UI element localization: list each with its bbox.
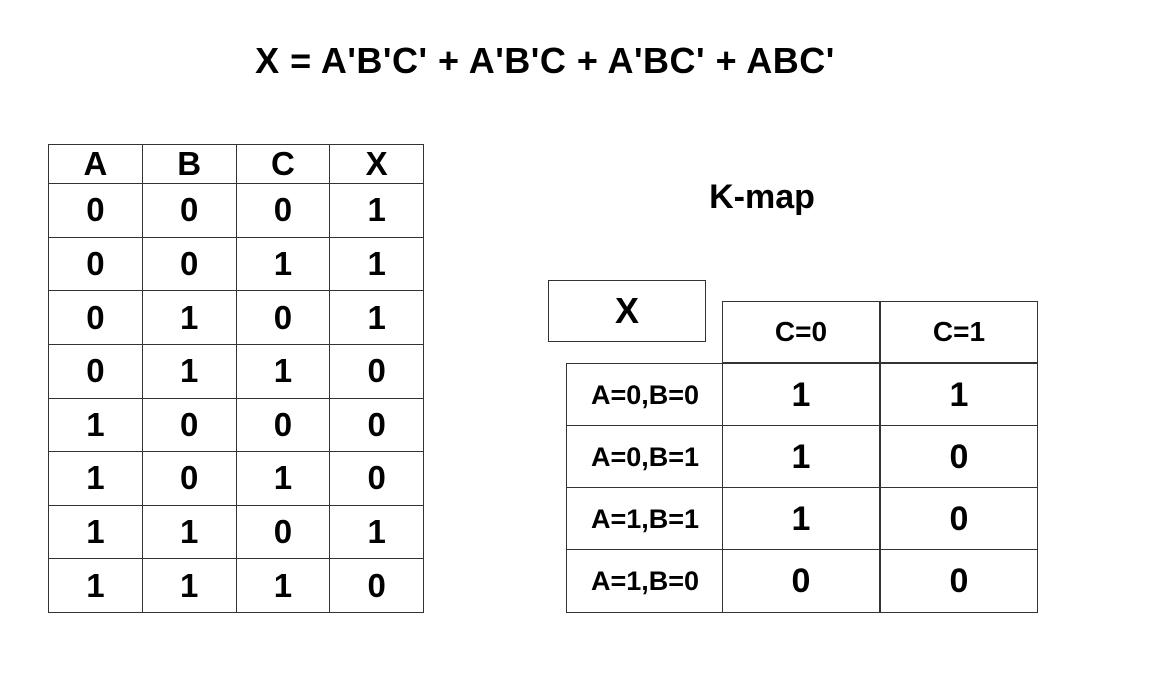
truth-table-row: 1 1 0 1 (48, 504, 424, 560)
truth-table-cell: 1 (235, 451, 331, 506)
kmap-cell: 1 (722, 425, 880, 489)
truth-table-header-a: A (48, 144, 143, 184)
truth-table-cell: 1 (141, 343, 237, 399)
truth-table-cell: 1 (329, 183, 424, 238)
truth-table-cell: 1 (141, 290, 237, 345)
kmap-cell: 0 (880, 549, 1038, 613)
truth-table-row: 0 1 1 0 (48, 343, 424, 399)
truth-table-cell: 1 (48, 397, 143, 453)
kmap-row-header: A=0,B=0 (566, 363, 724, 427)
truth-table-header-c: C (235, 144, 331, 184)
kmap-grid: C=0 C=1 A=0,B=0 1 1 A=0,B=1 1 0 A=1,B=1 … (566, 301, 1038, 613)
kmap-row-header: A=1,B=0 (566, 549, 724, 613)
truth-table-cell: 0 (235, 290, 331, 345)
truth-table-cell: 1 (329, 236, 424, 292)
truth-table-cell: 0 (141, 451, 237, 506)
truth-table-cell: 0 (235, 504, 331, 560)
kmap-col-header-c1: C=1 (880, 301, 1038, 363)
truth-table-row: 1 0 0 0 (48, 397, 424, 453)
truth-table-cell: 1 (235, 236, 331, 292)
truth-table-cell: 0 (235, 397, 331, 453)
truth-table-row: 1 1 1 0 (48, 558, 424, 613)
kmap-cell: 0 (722, 549, 880, 613)
boolean-expression: X = A'B'C' + A'B'C + A'BC' + ABC' (255, 40, 835, 81)
truth-table-row: 0 0 1 1 (48, 236, 424, 292)
truth-table-cell: 1 (235, 343, 331, 399)
truth-table-cell: 0 (329, 343, 424, 399)
truth-table-cell: 0 (235, 183, 331, 238)
truth-table-cell: 0 (141, 183, 237, 238)
truth-table-cell: 0 (48, 236, 143, 292)
truth-table-row: 1 0 1 0 (48, 451, 424, 506)
truth-table-cell: 0 (329, 451, 424, 506)
truth-table-row: 0 1 0 1 (48, 290, 424, 345)
kmap-row-header: A=1,B=1 (566, 487, 724, 551)
truth-table: A B C X 0 0 0 1 0 0 1 1 0 1 0 1 0 1 1 0 (48, 144, 424, 613)
kmap-row-header: A=0,B=1 (566, 425, 724, 489)
truth-table-cell: 1 (235, 558, 331, 613)
truth-table-row: 0 0 0 1 (48, 183, 424, 238)
truth-table-cell: 0 (48, 183, 143, 238)
truth-table-cell: 1 (48, 451, 143, 506)
truth-table-cell: 1 (48, 504, 143, 560)
truth-table-cell: 0 (48, 290, 143, 345)
kmap-cell: 1 (722, 487, 880, 551)
truth-table-cell: 1 (48, 558, 143, 613)
truth-table-cell: 0 (329, 397, 424, 453)
truth-table-cell: 1 (329, 290, 424, 345)
kmap-cell: 1 (880, 363, 1038, 427)
truth-table-header-x: X (329, 144, 424, 184)
truth-table-cell: 1 (141, 558, 237, 613)
kmap-title: K-map (709, 178, 815, 216)
kmap-cell: 0 (880, 425, 1038, 489)
kmap-cell: 1 (722, 363, 880, 427)
kmap-cell: 0 (880, 487, 1038, 551)
truth-table-cell: 0 (48, 343, 143, 399)
truth-table-cell: 1 (141, 504, 237, 560)
truth-table-header-row: A B C X (48, 144, 424, 184)
kmap-col-header-c0: C=0 (722, 301, 880, 363)
truth-table-cell: 1 (329, 504, 424, 560)
truth-table-cell: 0 (141, 397, 237, 453)
truth-table-header-b: B (141, 144, 237, 184)
truth-table-cell: 0 (329, 558, 424, 613)
kmap-output-label: X (548, 280, 706, 342)
truth-table-cell: 0 (141, 236, 237, 292)
